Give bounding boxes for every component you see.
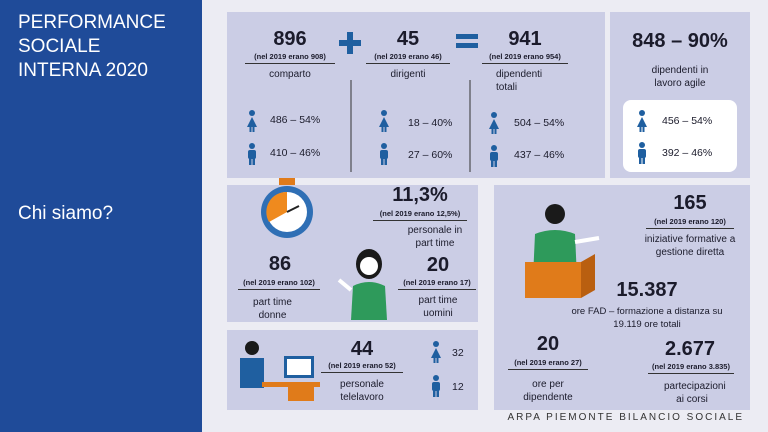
label: partecipazioni ai corsi	[664, 381, 726, 405]
label: dirigenti	[390, 69, 426, 80]
note: (nel 2019 erano 12,5%)	[373, 209, 467, 221]
label: iniziative formative a gestione diretta	[644, 234, 736, 258]
male-icon	[246, 143, 258, 165]
note: (nel 2019 erano 52)	[321, 361, 403, 373]
label: personale in part time	[407, 225, 463, 249]
note: (nel 2019 erano 954)	[482, 52, 568, 64]
note: (nel 2019 erano 17)	[398, 278, 476, 290]
female-count: 18 – 40%	[408, 117, 453, 129]
label: dipendenti totali	[496, 69, 543, 93]
title: PERFORMANCE SOCIALE INTERNA 2020	[18, 12, 166, 81]
note: (nel 2019 erano 120)	[646, 217, 734, 229]
female-icon	[636, 110, 648, 132]
plus-sign	[339, 40, 361, 46]
male-icon	[488, 145, 500, 167]
number: 20	[536, 333, 560, 355]
label: ore FAD – formazione a distanza su 19.11…	[571, 306, 723, 330]
label: part time donne	[253, 297, 292, 321]
note: (nel 2019 erano 3.835)	[648, 362, 734, 374]
female-count: 32	[452, 347, 464, 359]
footer: ARPA PIEMONTE BILANCIO SOCIALE	[507, 412, 744, 423]
note: (nel 2019 erano 46)	[366, 52, 450, 64]
number: 44	[350, 338, 374, 360]
label: part time uomini	[418, 295, 458, 319]
staff-panel	[227, 12, 605, 178]
equals-sign	[456, 34, 478, 39]
telework-illustration	[240, 341, 320, 401]
number: 165	[673, 192, 707, 214]
staff-decor	[339, 32, 478, 172]
number: 2.677	[664, 338, 716, 360]
male-icon	[430, 375, 442, 397]
female-icon	[378, 110, 390, 132]
female-icon	[488, 112, 500, 134]
clock-illustration	[261, 178, 313, 238]
label: dipendenti in lavoro agile	[651, 65, 709, 89]
label: ore per dipendente	[523, 379, 573, 403]
number: 86	[268, 253, 292, 275]
woman-illustration	[337, 249, 387, 320]
speaker-illustration	[525, 204, 600, 298]
label: comparto	[269, 69, 311, 80]
equals-sign	[456, 43, 478, 48]
male-count: 392 – 46%	[662, 147, 713, 159]
female-icon	[246, 110, 258, 132]
female-count: 504 – 54%	[514, 117, 565, 129]
sidebar	[0, 0, 202, 432]
number: 941	[508, 28, 542, 50]
male-icon	[378, 143, 390, 165]
female-icon	[430, 341, 442, 363]
male-count: 410 – 46%	[270, 147, 321, 159]
note: (nel 2019 erano 102)	[238, 278, 320, 290]
number: 15.387	[616, 279, 678, 301]
label: personale telelavoro	[340, 379, 384, 403]
female-count: 456 – 54%	[662, 115, 713, 127]
note: (nel 2019 erano 908)	[245, 52, 335, 64]
male-count: 12	[452, 381, 464, 393]
male-icon	[636, 142, 648, 164]
male-count: 437 – 46%	[514, 149, 565, 161]
note: (nel 2019 erano 27)	[508, 358, 588, 370]
number: 45	[396, 28, 420, 50]
number: 20	[426, 254, 450, 276]
number: 11,3%	[392, 184, 448, 206]
male-count: 27 – 60%	[408, 149, 453, 161]
subtitle: Chi siamo?	[18, 203, 114, 224]
number: 896	[273, 28, 307, 50]
female-count: 486 – 54%	[270, 114, 321, 126]
number: 848 – 90%	[632, 30, 728, 52]
